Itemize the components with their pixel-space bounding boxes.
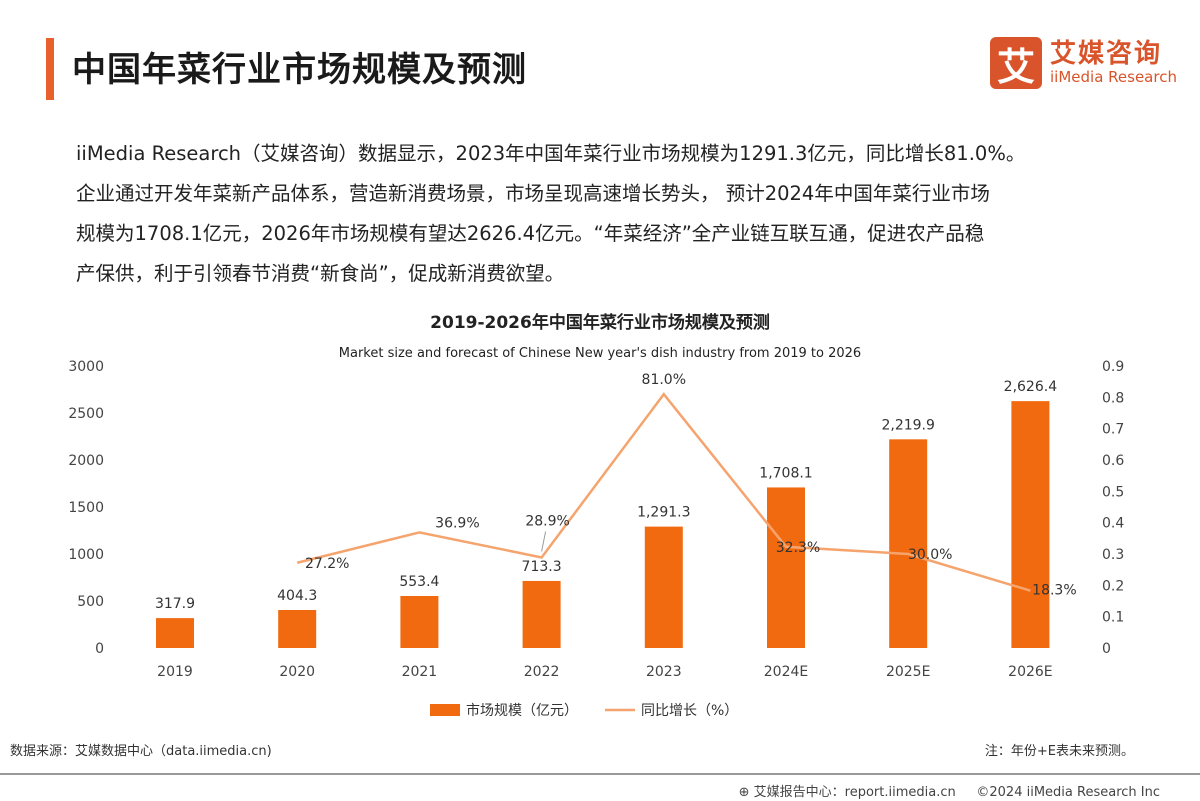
x-tick: 2025E bbox=[886, 664, 930, 680]
y-left-tick: 3000 bbox=[68, 359, 104, 375]
x-tick: 2019 bbox=[157, 664, 193, 680]
bar-label: 713.3 bbox=[522, 559, 562, 575]
bar-label: 317.9 bbox=[155, 596, 195, 612]
y-right-tick: 0.3 bbox=[1102, 547, 1124, 563]
bar bbox=[278, 609, 317, 648]
bar bbox=[644, 526, 683, 648]
bar bbox=[522, 580, 561, 648]
line-label: 27.2% bbox=[305, 556, 349, 572]
y-right-tick: 0.1 bbox=[1102, 610, 1124, 626]
x-tick: 2021 bbox=[402, 664, 438, 680]
x-tick: 2020 bbox=[279, 664, 315, 680]
y-right-tick: 0.6 bbox=[1102, 453, 1124, 469]
y-left-tick: 1000 bbox=[68, 547, 104, 563]
page-title: 中国年菜行业市场规模及预测 bbox=[72, 50, 527, 90]
line-label: 18.3% bbox=[1032, 583, 1076, 599]
y-right-tick: 0.7 bbox=[1102, 422, 1124, 438]
y-left-tick: 2000 bbox=[68, 453, 104, 469]
para-line: 产保供，利于引领春节消费“新食尚”，促成新消费欲望。 bbox=[76, 262, 565, 285]
para-line: iiMedia Research（艾媒咨询）数据显示，2023年中国年菜行业市场… bbox=[76, 142, 1026, 165]
y-left-tick: 500 bbox=[77, 594, 104, 610]
bar bbox=[767, 487, 805, 648]
legend-line-label: 同比增长（%） bbox=[641, 703, 738, 719]
y-right-tick: 0.4 bbox=[1102, 516, 1124, 532]
footer-divider bbox=[0, 773, 1200, 775]
y-left-tick: 1500 bbox=[68, 500, 104, 516]
chart-title: 2019-2026年中国年菜行业市场规模及预测 bbox=[430, 312, 770, 333]
line-label: 28.9% bbox=[525, 513, 569, 529]
logo-mark: 艾 bbox=[990, 37, 1042, 89]
bar-label: 1,291.3 bbox=[637, 505, 690, 521]
summary-paragraph: iiMedia Research（艾媒咨询）数据显示，2023年中国年菜行业市场… bbox=[76, 134, 1156, 294]
footer-credits: ⊕ 艾媒报告中心：report.iimedia.cn ©2024 iiMedia… bbox=[739, 781, 1160, 800]
y-right-tick: 0 bbox=[1102, 641, 1111, 657]
y-right-tick: 0.5 bbox=[1102, 484, 1124, 500]
logo-cn: 艾媒咨询 bbox=[1050, 39, 1163, 69]
y-right-tick: 0.8 bbox=[1102, 390, 1124, 406]
y-right-tick: 0.2 bbox=[1102, 578, 1124, 594]
y-right-tick: 0.9 bbox=[1102, 359, 1124, 375]
y-left-tick: 0 bbox=[95, 641, 104, 657]
globe-icon: ⊕ bbox=[738, 785, 750, 800]
line-label: 32.3% bbox=[776, 540, 820, 556]
x-tick: 2023 bbox=[646, 664, 682, 680]
x-tick: 2024E bbox=[764, 664, 808, 680]
legend-bar-label: 市场规模（亿元） bbox=[466, 702, 578, 719]
y-left-tick: 2500 bbox=[68, 406, 104, 422]
bar-label: 2,626.4 bbox=[1004, 379, 1058, 395]
growth-line bbox=[296, 392, 1031, 592]
forecast-note: 注：年份+E表未来预测。 bbox=[984, 744, 1134, 759]
logo-en: iiMedia Research bbox=[1050, 68, 1177, 86]
para-line: 规模为1708.1亿元，2026年市场规模有望达2626.4亿元。“年菜经济”全… bbox=[76, 222, 985, 245]
line-label: 81.0% bbox=[642, 372, 686, 388]
bar bbox=[1011, 401, 1050, 648]
bar-label: 1,708.1 bbox=[759, 465, 812, 481]
x-tick: 2022 bbox=[524, 664, 560, 680]
bar bbox=[889, 439, 928, 648]
bar-label: 553.4 bbox=[399, 574, 439, 590]
data-source: 数据来源：艾媒数据中心（data.iimedia.cn) bbox=[10, 744, 272, 759]
logo: 艾 艾媒咨询 iiMedia Research bbox=[990, 37, 1177, 89]
para-line: 企业通过开发年菜新产品体系，营造新消费场景，市场呈现高速增长势头， 预计2024… bbox=[76, 182, 990, 205]
bar-label: 2,219.9 bbox=[881, 417, 934, 433]
line-label: 36.9% bbox=[435, 515, 479, 531]
bar-label: 404.3 bbox=[277, 588, 317, 604]
chart-subtitle: Market size and forecast of Chinese New … bbox=[339, 346, 861, 361]
chart: 2019-2026年中国年菜行业市场规模及预测 Market size and f… bbox=[68, 312, 1124, 719]
title-accent-bar bbox=[46, 38, 54, 100]
legend-bar-swatch bbox=[430, 704, 460, 716]
bar bbox=[156, 618, 194, 648]
report-link[interactable]: 艾媒报告中心：report.iimedia.cn bbox=[753, 785, 956, 800]
leader-line bbox=[541, 531, 547, 552]
copyright: ©2024 iiMedia Research Inc bbox=[976, 785, 1160, 800]
line-label: 30.0% bbox=[908, 547, 952, 563]
bar bbox=[400, 595, 439, 648]
x-tick: 2026E bbox=[1008, 664, 1052, 680]
